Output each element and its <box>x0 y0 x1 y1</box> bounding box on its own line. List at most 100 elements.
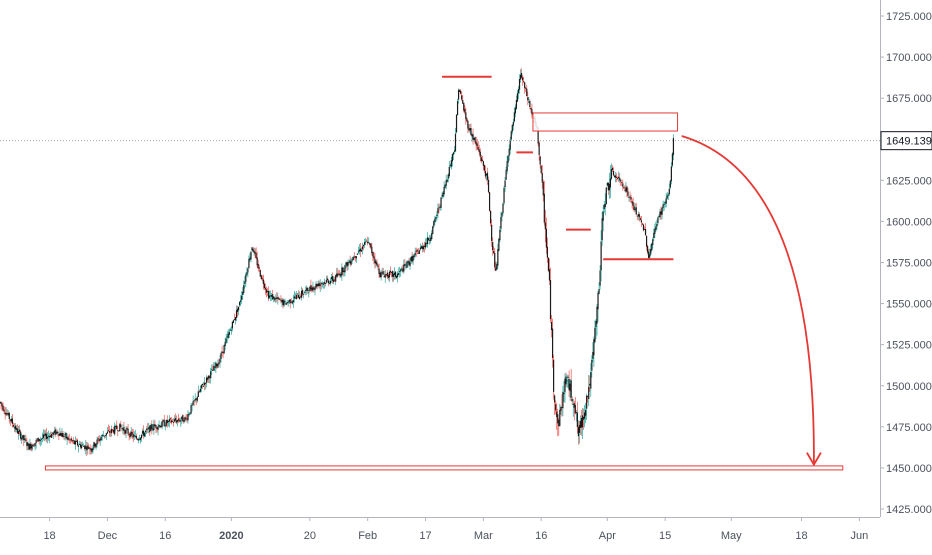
candle-body <box>2 405 4 411</box>
candle-body <box>504 180 506 188</box>
candle <box>654 223 656 238</box>
candle <box>308 289 310 298</box>
candle <box>312 281 314 293</box>
candle <box>374 253 376 269</box>
candle-body <box>105 433 107 436</box>
candle-body <box>130 431 132 437</box>
candle-body <box>141 431 144 434</box>
candle <box>603 201 605 213</box>
candle-body <box>169 418 172 420</box>
time-tick-label: Apr <box>599 530 616 542</box>
candle <box>9 419 11 427</box>
candle <box>572 398 574 417</box>
candle-body <box>371 246 373 254</box>
candle-body <box>549 280 552 320</box>
forecast-arrow[interactable] <box>681 135 815 465</box>
candle-body <box>135 435 137 439</box>
candle <box>177 419 179 427</box>
candle <box>382 267 384 275</box>
candle <box>454 127 457 153</box>
candle-body <box>626 186 628 192</box>
candle-body <box>221 351 223 353</box>
candle <box>186 414 188 423</box>
candle <box>76 438 79 447</box>
candle <box>35 438 37 449</box>
candle <box>105 433 107 441</box>
time-axis[interactable]: 18 Dec 16 2020 20 Feb 17 Mar 16 Apr 15 May 18 Jun <box>0 517 880 542</box>
candle-body <box>173 419 176 422</box>
candle <box>296 293 299 299</box>
candle <box>666 191 668 200</box>
candle-body <box>217 363 219 368</box>
candle <box>137 437 140 444</box>
candle <box>640 215 643 227</box>
support-line[interactable] <box>44 465 844 471</box>
candle <box>277 292 279 305</box>
candle <box>464 104 466 115</box>
candle-body <box>561 406 563 408</box>
candle <box>642 223 645 232</box>
candle <box>401 266 403 272</box>
candle <box>433 220 435 228</box>
candle-body <box>666 195 668 199</box>
candle-body <box>611 167 614 171</box>
candle <box>272 289 274 300</box>
candle <box>638 212 640 222</box>
candle-body <box>11 418 13 424</box>
candle <box>480 154 482 164</box>
candle <box>79 441 82 450</box>
price-axis[interactable]: 1425.000 1450.000 1475.000 1500.000 1525.000… <box>880 0 932 517</box>
candle <box>510 130 512 142</box>
candle-body <box>40 438 42 440</box>
candle-body <box>645 235 648 247</box>
candle <box>22 435 24 441</box>
candle-body <box>103 435 105 437</box>
candle <box>625 181 627 194</box>
candle <box>94 442 96 449</box>
candle-body <box>386 272 388 277</box>
candle-body <box>643 229 646 230</box>
candle-body <box>518 78 521 90</box>
forecast-arrow-head <box>806 452 822 467</box>
candle-body <box>595 321 597 328</box>
candle-body <box>293 296 295 299</box>
candle-body <box>172 422 175 423</box>
candle <box>310 279 312 292</box>
candle-body <box>366 240 368 242</box>
candle <box>545 217 547 254</box>
candle-body <box>153 424 155 430</box>
candle-body <box>497 249 499 266</box>
candle <box>493 246 495 254</box>
candle-body <box>137 439 140 441</box>
candle <box>383 270 385 278</box>
candle <box>204 382 207 390</box>
candle <box>388 270 390 282</box>
candle <box>352 255 354 261</box>
last-price-badge <box>880 131 932 151</box>
candle-body <box>193 400 195 402</box>
candle <box>25 434 27 443</box>
candle <box>65 432 67 440</box>
candle-body <box>71 440 73 442</box>
candle <box>82 441 84 446</box>
candle <box>57 429 59 437</box>
candle-body <box>467 120 469 129</box>
candle <box>218 358 220 366</box>
time-tick-label: 18 <box>795 530 807 542</box>
resistance-box[interactable] <box>532 112 679 132</box>
candle <box>636 215 638 221</box>
candle <box>180 417 182 428</box>
candle <box>247 267 249 278</box>
candle-body <box>129 433 131 438</box>
candle <box>329 277 332 286</box>
candle <box>254 248 256 259</box>
candle <box>265 286 268 298</box>
candle <box>330 273 333 283</box>
candle <box>232 319 235 324</box>
candle-body <box>348 261 350 263</box>
candle-body <box>578 424 581 433</box>
candle-body <box>414 252 416 256</box>
candle <box>38 438 40 445</box>
